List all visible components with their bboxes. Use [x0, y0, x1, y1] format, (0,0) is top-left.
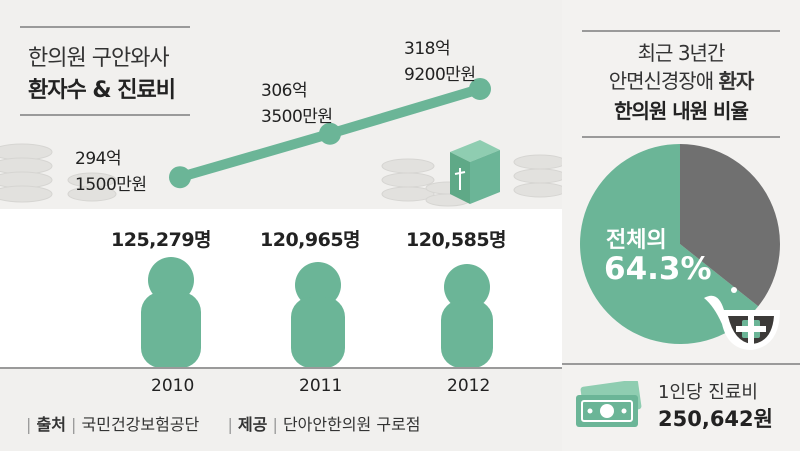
- per-person-cost-value: 250,642원: [658, 407, 773, 431]
- year-label-2012: 2012: [447, 376, 491, 396]
- patients-count-2012: 120,585명: [406, 229, 507, 251]
- source-label: 출처: [36, 415, 66, 434]
- chart-title-line1: 한의원 구안와사: [28, 46, 170, 71]
- right-title-rule-top: [582, 30, 780, 32]
- pie-label-line1: 전체의: [606, 228, 667, 253]
- patient-figure-2010: [141, 257, 201, 368]
- herbal-medicine-icon: [450, 140, 500, 204]
- pie-slice-other: [680, 144, 780, 307]
- cost-point: [469, 77, 491, 100]
- right-title-line3: 한의원 내원 비율: [614, 99, 749, 123]
- provider-label: 제공: [237, 415, 268, 434]
- cost-label-2011: 306억 3500만원: [261, 81, 333, 127]
- patients-chart: [141, 257, 493, 368]
- title-rule-top: [20, 26, 190, 28]
- per-person-cost-label: 1인당 진료비: [658, 382, 758, 403]
- cost-point: [169, 166, 191, 189]
- patients-count-2010: 125,279명: [111, 229, 212, 251]
- cost-line-segment: [175, 128, 335, 183]
- source-line: | 출처 | 국민건강보험공단 | 제공 | 단아안한의원 구로점: [26, 415, 421, 434]
- right-title-line2: 안면신경장애 환자: [608, 69, 755, 93]
- title-rule-bottom: [20, 114, 190, 116]
- coin-stacks-decoration: [0, 143, 562, 207]
- chart-title-line2: 환자수 & 진료비: [28, 78, 176, 103]
- money-icon: [576, 381, 642, 427]
- right-title-rule-bottom: [582, 136, 780, 138]
- year-axis-line: [0, 367, 562, 369]
- right-title-line1: 최근 3년간: [637, 41, 726, 65]
- cost-point: [319, 122, 341, 145]
- cost-label-2010: 294억 1500만원: [75, 149, 147, 195]
- provider-value: 단아안한의원 구로점: [282, 415, 421, 434]
- cost-line-segment: [325, 83, 485, 139]
- patient-figure-2011: [291, 262, 345, 368]
- cost-label-2012: 318억 9200만원: [404, 39, 476, 85]
- patients-count-2011: 120,965명: [260, 229, 361, 251]
- cost-line-chart: [169, 77, 491, 189]
- pie-label-line2: 64.3%: [604, 251, 712, 287]
- medicine-bowl-icon: [704, 287, 780, 350]
- patient-figure-2012: [441, 264, 493, 368]
- year-label-2010: 2010: [151, 376, 195, 396]
- source-value: 국민건강보험공단: [81, 415, 200, 434]
- pie-slice-oriental-clinic: [579, 144, 759, 344]
- year-label-2011: 2011: [299, 376, 343, 396]
- cost-rule: [562, 363, 800, 365]
- visit-ratio-pie: [579, 144, 780, 344]
